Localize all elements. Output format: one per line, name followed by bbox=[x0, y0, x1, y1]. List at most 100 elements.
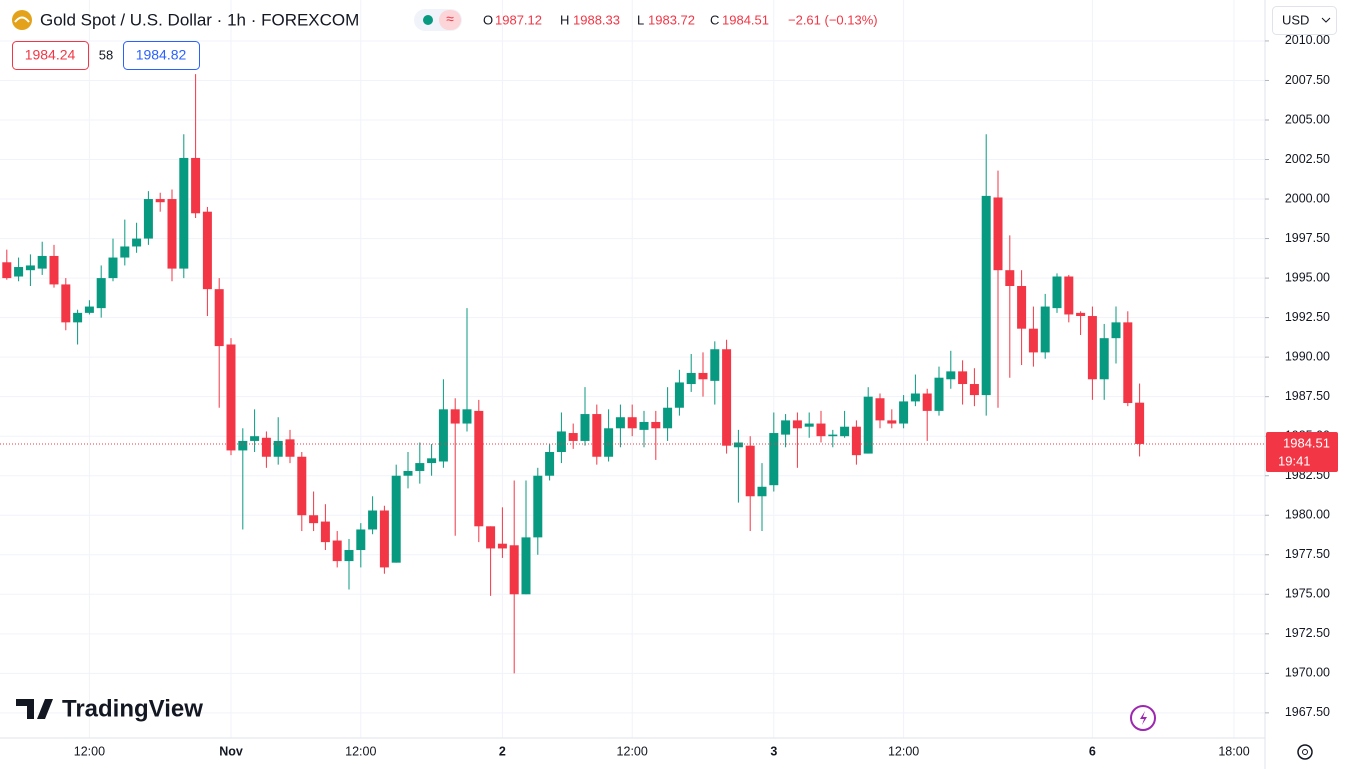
candle-body bbox=[214, 289, 224, 347]
icon-shape bbox=[14, 16, 30, 23]
y-tick-label: 1975.00 bbox=[1285, 587, 1330, 601]
spread: 58 bbox=[99, 47, 113, 62]
candle-body bbox=[403, 470, 413, 476]
candle-body bbox=[273, 440, 283, 457]
candle-body bbox=[143, 199, 153, 239]
candle-body bbox=[25, 265, 35, 271]
y-tick-label: 1987.50 bbox=[1285, 389, 1330, 403]
candle-body bbox=[1064, 276, 1074, 315]
candle-body bbox=[285, 439, 295, 457]
flash-icon bbox=[1140, 711, 1147, 725]
delay-icon: ≈ bbox=[446, 11, 454, 27]
candle-body bbox=[804, 423, 814, 427]
candle-body bbox=[521, 537, 531, 595]
candle-body bbox=[250, 436, 260, 441]
candle-body bbox=[934, 377, 944, 411]
candle-body bbox=[958, 371, 968, 385]
candle-body bbox=[816, 423, 826, 437]
y-tick-label: 2002.50 bbox=[1285, 152, 1330, 166]
candle-body bbox=[922, 393, 932, 411]
y-tick-label: 1992.50 bbox=[1285, 310, 1330, 324]
candle-body bbox=[120, 246, 130, 258]
candle-body bbox=[84, 306, 94, 313]
candle-body bbox=[191, 157, 201, 214]
y-tick-label: 1977.50 bbox=[1285, 547, 1330, 561]
countdown: 19:41 bbox=[1278, 453, 1311, 468]
candle-body bbox=[167, 199, 177, 269]
candle-body bbox=[604, 428, 614, 457]
candle-body bbox=[710, 349, 720, 381]
candle-body bbox=[663, 407, 673, 429]
candle-body bbox=[981, 195, 991, 396]
delay-badge bbox=[439, 10, 461, 30]
dropdown-arrow bbox=[1321, 17, 1331, 23]
candle-body bbox=[828, 434, 838, 437]
candle-body bbox=[226, 344, 236, 451]
candle-body bbox=[851, 426, 861, 456]
candle-body bbox=[545, 452, 555, 476]
x-tick-label: 3 bbox=[770, 744, 777, 758]
x-tick-label: 18:00 bbox=[1218, 744, 1249, 758]
candle-body bbox=[627, 417, 637, 429]
candle-body bbox=[509, 545, 519, 595]
x-tick-label: 12:00 bbox=[617, 744, 648, 758]
candle-body bbox=[49, 255, 59, 285]
logo bbox=[16, 699, 53, 719]
settings-icon bbox=[1302, 749, 1308, 755]
candle-body bbox=[1076, 312, 1086, 317]
x-tick-label: 12:00 bbox=[345, 744, 376, 758]
candle-body bbox=[639, 421, 649, 430]
candle-body bbox=[356, 529, 366, 551]
candle-body bbox=[1017, 285, 1027, 329]
currency-button[interactable] bbox=[1272, 6, 1337, 35]
l-value: 1983.72 bbox=[648, 12, 695, 27]
candle-body bbox=[899, 401, 909, 424]
x-tick-label: 12:00 bbox=[74, 744, 105, 758]
candle-body bbox=[462, 409, 472, 424]
y-tick-label: 2005.00 bbox=[1285, 112, 1330, 126]
y-tick-label: 1990.00 bbox=[1285, 349, 1330, 363]
candle-body bbox=[733, 442, 743, 448]
symbol-title[interactable]: Gold Spot / U.S. Dollar · 1h · FOREXCOM bbox=[40, 10, 359, 29]
x-tick-label: 12:00 bbox=[888, 744, 919, 758]
candle-body bbox=[781, 420, 791, 435]
candle-body bbox=[486, 526, 496, 549]
candle-body bbox=[391, 475, 401, 563]
candle-body bbox=[722, 349, 732, 446]
candle-body bbox=[698, 372, 708, 380]
symbol-icon bbox=[12, 10, 32, 30]
candle-body bbox=[1135, 402, 1145, 444]
candle-body bbox=[1028, 328, 1038, 353]
candle-body bbox=[1099, 338, 1109, 380]
candle-body bbox=[14, 267, 24, 277]
candle-body bbox=[651, 421, 661, 429]
candle-body bbox=[1111, 322, 1121, 339]
sell-button[interactable] bbox=[12, 41, 89, 70]
candle-body bbox=[863, 396, 873, 454]
candle-body bbox=[1040, 306, 1050, 353]
candle-body bbox=[674, 382, 684, 408]
h-value: 1988.33 bbox=[573, 12, 620, 27]
candle-body bbox=[946, 371, 956, 380]
candle-body bbox=[179, 157, 189, 269]
candle-body bbox=[238, 440, 248, 451]
candle-body bbox=[155, 199, 165, 203]
candle-body bbox=[910, 393, 920, 402]
candle-body bbox=[969, 384, 979, 396]
buy-button[interactable] bbox=[123, 41, 200, 70]
y-tick-label: 2007.50 bbox=[1285, 73, 1330, 87]
candle-body bbox=[261, 437, 271, 457]
candle-body bbox=[2, 262, 12, 279]
candle-body bbox=[1005, 270, 1015, 286]
y-tick-label: 1972.50 bbox=[1285, 626, 1330, 640]
h-label: H bbox=[560, 12, 569, 27]
change: −2.61 (−0.13%) bbox=[788, 12, 878, 27]
candle-body bbox=[474, 410, 484, 527]
candle-body bbox=[769, 433, 779, 486]
ask: 1984.82 bbox=[136, 47, 187, 63]
candle-body bbox=[993, 197, 1003, 271]
settings-button[interactable] bbox=[1297, 744, 1313, 760]
legend: Gold Spot / U.S. Dollar · 1h · FOREXCOM … bbox=[12, 9, 878, 70]
candle-body bbox=[450, 409, 460, 424]
candle-body bbox=[875, 398, 885, 421]
